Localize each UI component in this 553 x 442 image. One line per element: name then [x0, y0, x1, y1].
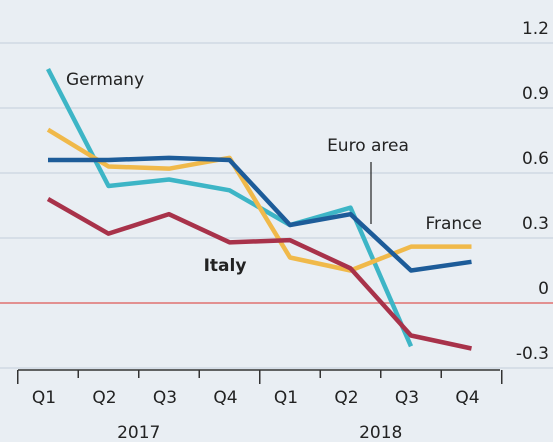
x-tick-label: Q3 [395, 388, 419, 408]
y-tick-label: 0 [538, 279, 549, 299]
series-label: Euro area [327, 136, 409, 156]
x-group-label: 2018 [359, 423, 402, 442]
y-tick-label: 0.9 [522, 84, 549, 104]
series-line [48, 155, 472, 273]
series-line [46, 67, 414, 348]
y-tick-label: -0.3 [516, 344, 549, 364]
x-tick-label: Q2 [334, 388, 358, 408]
x-group-label: 2017 [117, 423, 160, 442]
series-label: Italy [204, 256, 247, 276]
x-tick-label: Q3 [153, 388, 177, 408]
x-tick-label: Q4 [455, 388, 479, 408]
y-tick-label: 1.2 [522, 19, 549, 39]
x-tick-label: Q2 [92, 388, 116, 408]
x-tick-label: Q1 [274, 388, 298, 408]
y-tick-label: 0.6 [522, 149, 549, 169]
x-tick-label: Q1 [32, 388, 56, 408]
series-label: France [425, 214, 482, 234]
series-label: Germany [66, 70, 144, 90]
y-tick-label: 0.3 [522, 214, 549, 234]
x-tick-label: Q4 [213, 388, 237, 408]
series-line [46, 197, 472, 351]
series-line [46, 127, 472, 273]
